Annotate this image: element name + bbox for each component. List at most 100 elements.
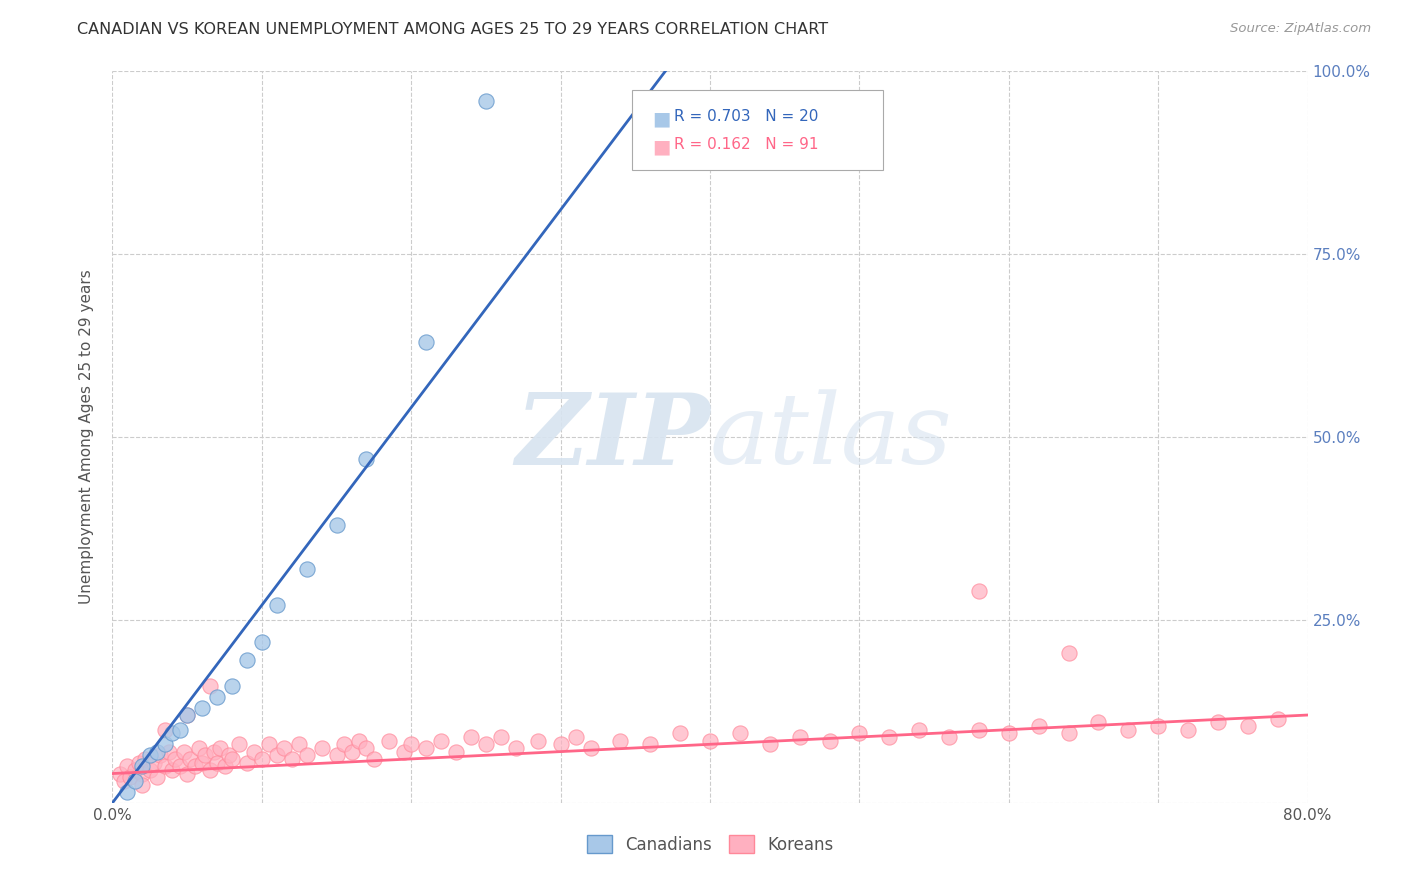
- Point: [1206, 715, 1229, 730]
- Point: [176, 766, 198, 780]
- Point: [218, 748, 240, 763]
- Point: [564, 730, 586, 744]
- Point: [325, 517, 347, 532]
- Point: [198, 679, 221, 693]
- Point: [131, 759, 153, 773]
- Point: [273, 740, 295, 755]
- Point: [356, 740, 378, 755]
- Point: [179, 752, 201, 766]
- Point: [250, 635, 273, 649]
- Point: [198, 763, 221, 777]
- Text: atlas: atlas: [710, 390, 953, 484]
- Point: [153, 737, 176, 751]
- Point: [295, 562, 318, 576]
- Point: [228, 737, 250, 751]
- Point: [202, 745, 225, 759]
- Point: [153, 723, 176, 737]
- Point: [475, 94, 498, 108]
- Point: [108, 766, 131, 780]
- Point: [579, 740, 602, 755]
- Point: [444, 745, 467, 759]
- Text: R = 0.162   N = 91: R = 0.162 N = 91: [675, 137, 818, 153]
- Point: [609, 733, 631, 747]
- Point: [1087, 715, 1109, 730]
- Point: [221, 752, 243, 766]
- Point: [117, 759, 139, 773]
- Point: [848, 726, 870, 740]
- Y-axis label: Unemployment Among Ages 25 to 29 years: Unemployment Among Ages 25 to 29 years: [79, 269, 94, 605]
- Legend: Canadians, Koreans: Canadians, Koreans: [581, 829, 839, 860]
- Point: [311, 740, 333, 755]
- Point: [401, 737, 423, 751]
- Point: [134, 752, 156, 766]
- Point: [243, 745, 266, 759]
- Point: [143, 756, 166, 770]
- Point: [157, 745, 180, 759]
- Point: [1057, 726, 1080, 740]
- Point: [669, 726, 692, 740]
- Point: [214, 759, 236, 773]
- Point: [146, 745, 169, 759]
- Point: [415, 334, 437, 349]
- Point: [1267, 712, 1289, 726]
- Point: [415, 740, 437, 755]
- Point: [699, 733, 721, 747]
- Point: [191, 756, 214, 770]
- Point: [1028, 719, 1050, 733]
- Point: [1057, 646, 1080, 660]
- Point: [114, 773, 135, 788]
- Point: [176, 708, 198, 723]
- Point: [1177, 723, 1199, 737]
- Point: [120, 770, 142, 784]
- Point: [1147, 719, 1170, 733]
- Point: [998, 726, 1021, 740]
- Point: [1118, 723, 1140, 737]
- Point: [124, 763, 146, 777]
- Point: [165, 752, 187, 766]
- Point: [146, 770, 169, 784]
- Point: [295, 748, 318, 763]
- Point: [205, 690, 228, 704]
- Point: [131, 766, 153, 780]
- Point: [347, 733, 370, 747]
- Point: [938, 730, 960, 744]
- Point: [139, 748, 162, 763]
- Point: [117, 785, 139, 799]
- Point: [1237, 719, 1260, 733]
- Text: CANADIAN VS KOREAN UNEMPLOYMENT AMONG AGES 25 TO 29 YEARS CORRELATION CHART: CANADIAN VS KOREAN UNEMPLOYMENT AMONG AG…: [77, 22, 828, 37]
- Point: [356, 452, 378, 467]
- Point: [266, 748, 288, 763]
- Point: [527, 733, 550, 747]
- Point: [169, 723, 191, 737]
- Point: [205, 756, 228, 770]
- Point: [236, 653, 259, 667]
- Point: [281, 752, 304, 766]
- Point: [363, 752, 385, 766]
- Point: [879, 730, 901, 744]
- Point: [266, 599, 288, 613]
- Point: [325, 748, 347, 763]
- Point: [176, 708, 198, 723]
- Point: [789, 730, 811, 744]
- Point: [236, 756, 259, 770]
- Point: [967, 583, 990, 598]
- Point: [259, 737, 281, 751]
- Point: [162, 763, 183, 777]
- Point: [128, 756, 150, 770]
- Point: [139, 763, 162, 777]
- Text: R = 0.703   N = 20: R = 0.703 N = 20: [675, 110, 818, 124]
- Point: [162, 726, 183, 740]
- Point: [333, 737, 356, 751]
- Point: [378, 733, 401, 747]
- Text: Source: ZipAtlas.com: Source: ZipAtlas.com: [1230, 22, 1371, 36]
- Point: [169, 759, 191, 773]
- Text: ■: ■: [652, 110, 671, 128]
- Text: ZIP: ZIP: [515, 389, 710, 485]
- Point: [124, 773, 146, 788]
- Point: [209, 740, 232, 755]
- Point: [188, 740, 211, 755]
- Point: [392, 745, 415, 759]
- Point: [131, 778, 153, 792]
- Point: [489, 730, 512, 744]
- Point: [173, 745, 195, 759]
